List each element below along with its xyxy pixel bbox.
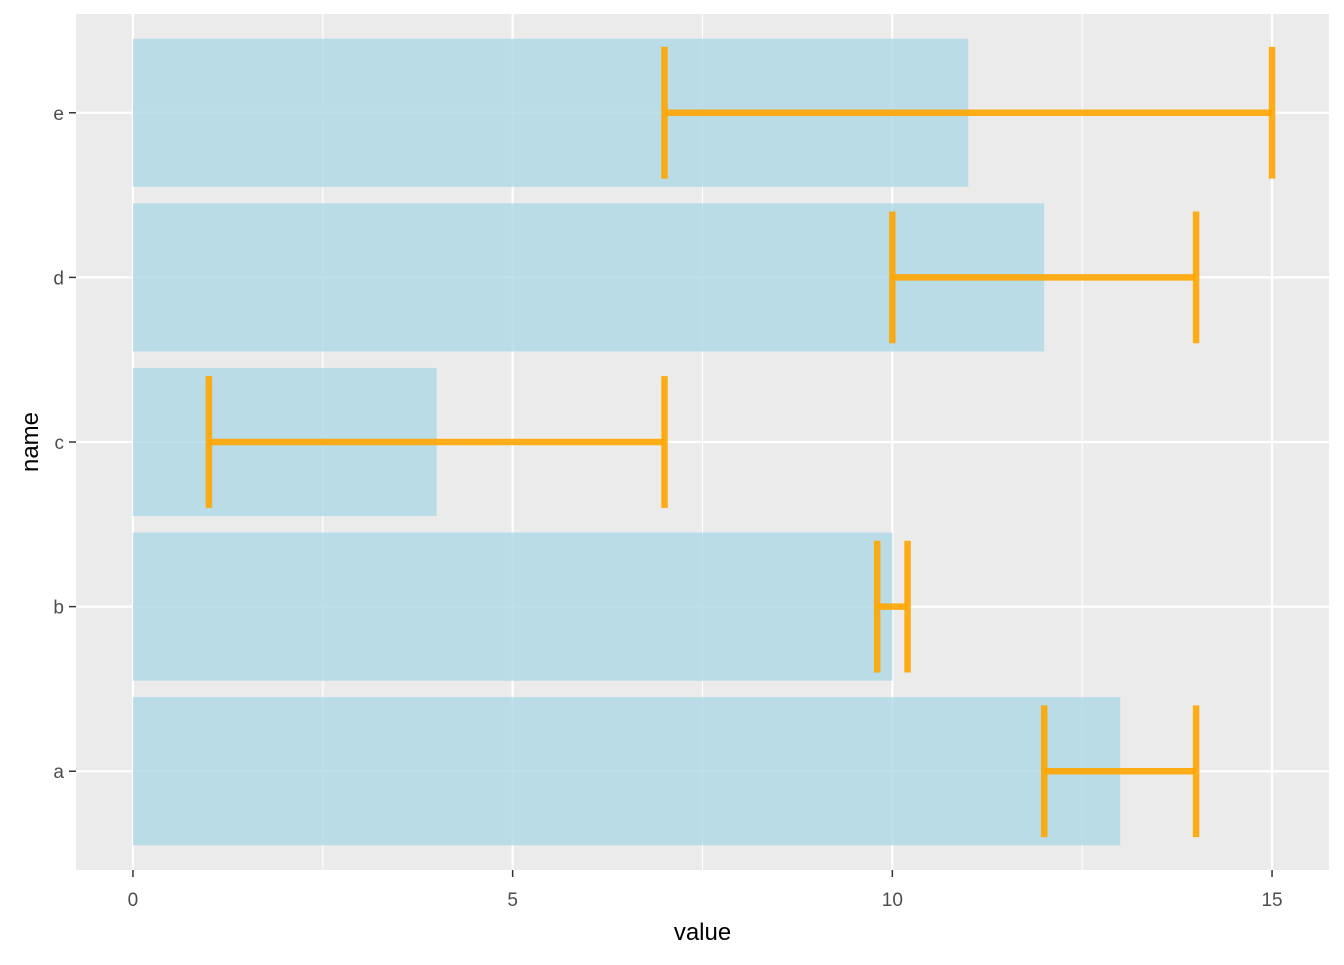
y-tick-label: e: [53, 104, 64, 125]
x-tick-label: 5: [507, 890, 518, 911]
y-tick-label: d: [53, 268, 64, 289]
x-tick-label: 10: [882, 890, 903, 911]
bar-b: [132, 532, 893, 681]
error-bar-d: [889, 211, 1200, 344]
x-axis-title: value: [674, 919, 731, 946]
error-bar-b: [873, 540, 911, 673]
error-bars: [205, 46, 1276, 838]
error-bar-c: [205, 376, 668, 508]
y-tick-label: b: [53, 598, 64, 619]
y-axis-title: name: [17, 412, 44, 472]
x-tick-label: 0: [128, 890, 139, 911]
y-axis: a b c d e: [53, 104, 76, 783]
y-tick-label: a: [53, 762, 64, 783]
error-bar-a: [1040, 705, 1200, 838]
y-tick-label: c: [55, 433, 65, 454]
error-bar-e: [661, 46, 1276, 179]
bar-a: [132, 697, 1121, 846]
x-tick-label: 15: [1261, 890, 1282, 911]
x-axis: 0 5 10 15: [128, 870, 1283, 911]
